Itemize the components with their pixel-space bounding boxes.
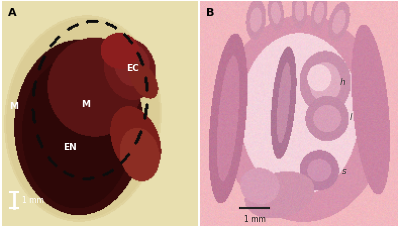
Text: M: M xyxy=(9,102,18,111)
Text: 1 mm: 1 mm xyxy=(244,215,265,224)
Text: s: s xyxy=(342,168,347,176)
Text: B: B xyxy=(206,8,214,18)
Text: EC: EC xyxy=(126,64,139,73)
Text: l: l xyxy=(349,114,352,123)
Text: A: A xyxy=(8,8,16,18)
Text: 1 mm: 1 mm xyxy=(22,195,43,205)
Text: M: M xyxy=(82,100,90,109)
Text: h: h xyxy=(340,78,346,86)
Text: EN: EN xyxy=(64,143,77,152)
